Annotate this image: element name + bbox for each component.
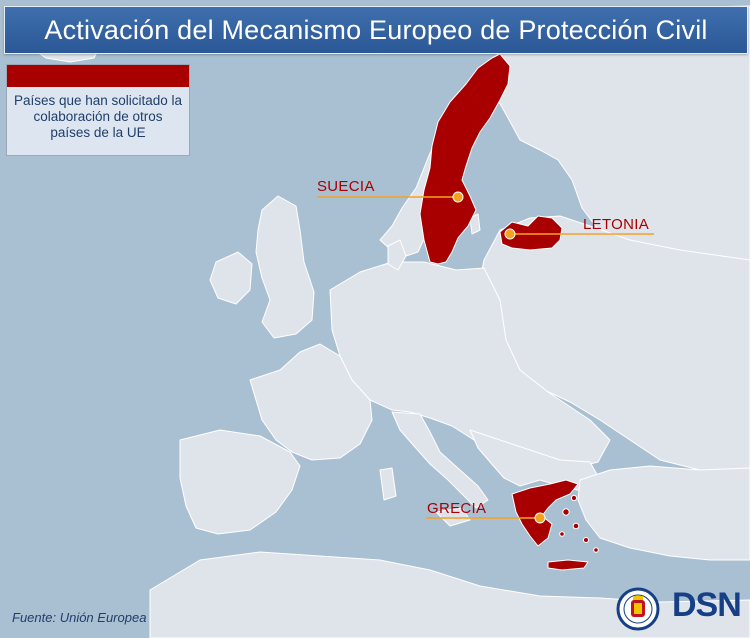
france-shape xyxy=(249,343,373,461)
iberia-shape xyxy=(179,429,301,535)
land-masses xyxy=(33,5,750,638)
legend: Países que han solicitado la colaboració… xyxy=(6,64,190,156)
sardinia-shape xyxy=(379,467,397,501)
markers xyxy=(452,191,546,524)
label-suecia: SUECIA xyxy=(317,178,375,195)
label-letonia: LETONIA xyxy=(583,216,650,233)
grecia-marker xyxy=(534,512,546,524)
coat-of-arms-icon xyxy=(616,587,660,631)
source-note: Fuente: Unión Europea xyxy=(12,610,147,625)
marker-lines xyxy=(317,196,654,519)
dsn-logo: DSN xyxy=(672,586,742,624)
italy-shape xyxy=(391,411,489,509)
great-britain-shape xyxy=(255,195,315,339)
sicily-shape xyxy=(435,507,471,527)
highlighted-countries xyxy=(419,53,599,571)
crete-shape xyxy=(547,559,589,571)
page-title: Activación del Mecanismo Europeo de Prot… xyxy=(44,14,708,45)
letonia-marker xyxy=(504,228,516,240)
legend-swatch xyxy=(7,65,189,87)
title-bar: Activación del Mecanismo Europeo de Prot… xyxy=(4,6,748,54)
gotland-shape xyxy=(469,213,481,235)
suecia-marker xyxy=(452,191,464,203)
greece-shape xyxy=(511,479,579,547)
label-grecia: GRECIA xyxy=(427,500,487,517)
turkey-shape xyxy=(577,465,750,561)
denmark-shape xyxy=(387,239,407,271)
sweden-shape xyxy=(419,53,511,265)
north-africa-shape xyxy=(149,551,750,638)
ireland-shape xyxy=(209,251,253,305)
legend-text: Países que han solicitado la colaboració… xyxy=(13,93,183,140)
